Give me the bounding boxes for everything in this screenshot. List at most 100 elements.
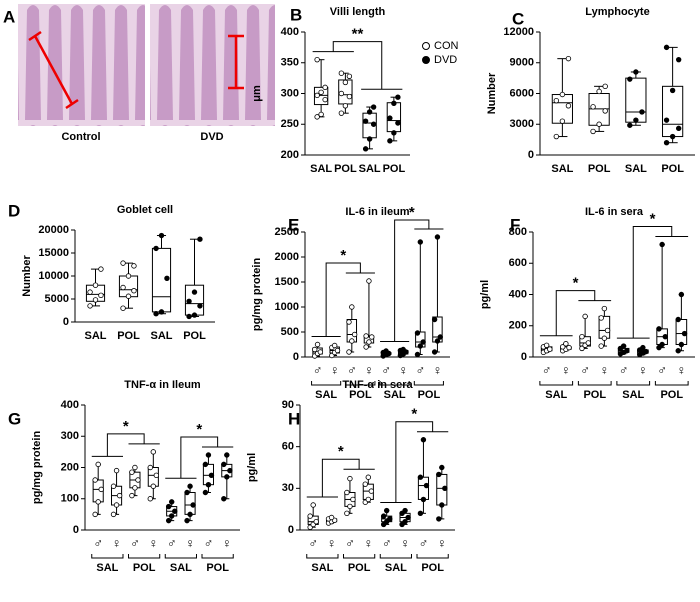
group-bracket [413, 381, 444, 386]
y-tick-label: 1000 [275, 301, 299, 313]
data-point [590, 128, 596, 135]
data-point [95, 461, 101, 468]
x-tick-label: ♀ [364, 362, 374, 377]
data-point [362, 481, 368, 487]
panel-label: F [510, 215, 520, 234]
data-point [370, 121, 377, 127]
data-point [678, 341, 685, 348]
group-bracket [343, 554, 376, 559]
x-tick-label: POL [334, 163, 357, 175]
significance-bracket [91, 433, 160, 457]
y-tick-label: 9000 [510, 57, 534, 69]
data-point [208, 472, 215, 479]
y-tick-label: 600 [509, 257, 527, 269]
data-point [313, 518, 319, 525]
data-point [627, 76, 633, 82]
y-tick-label: 200 [61, 461, 79, 473]
data-point [383, 348, 389, 354]
x-tick-label: SAL [625, 163, 647, 175]
data-point [342, 103, 349, 109]
y-tick-label: 300 [281, 87, 299, 99]
data-point [383, 507, 390, 514]
data-point [110, 483, 117, 489]
significance-label: * [123, 418, 129, 435]
data-point [436, 471, 442, 478]
data-point [395, 120, 401, 126]
significance-bracket [165, 436, 234, 479]
significance-label: * [196, 421, 202, 438]
data-point [402, 518, 408, 525]
data-point [95, 499, 101, 505]
data-point [420, 496, 427, 503]
data-point [559, 344, 566, 350]
data-point [639, 109, 645, 115]
group-bracket [345, 381, 376, 386]
y-tick-label: 0 [528, 149, 534, 161]
data-point [120, 260, 126, 266]
data-point [675, 348, 681, 354]
data-point [132, 485, 138, 491]
data-point [387, 115, 393, 121]
x-tick-label: SAL [85, 330, 107, 342]
data-point [98, 292, 104, 299]
y-axis-label: Number [486, 72, 498, 114]
data-point [675, 316, 681, 323]
panel-label: C [512, 9, 524, 28]
chart-title: Goblet cell [117, 204, 173, 216]
data-point [368, 488, 375, 494]
data-point [596, 121, 602, 127]
data-point [92, 477, 98, 483]
data-point [205, 452, 212, 458]
data-point [601, 335, 608, 341]
x-tick-label: ♀ [600, 362, 610, 377]
data-point [563, 341, 569, 347]
y-tick-label: 300 [61, 430, 79, 442]
data-point [92, 282, 99, 288]
micrograph [18, 4, 145, 126]
y-tick-label: 400 [281, 26, 299, 38]
x-tick-label: ♀ [330, 362, 340, 377]
panel-label: H [288, 409, 300, 428]
data-point [627, 122, 633, 128]
data-point [370, 104, 377, 110]
data-point [344, 489, 350, 496]
data-point [669, 133, 676, 140]
data-point [172, 508, 178, 514]
data-point [633, 69, 639, 75]
group-bracket [577, 381, 612, 386]
data-point [434, 338, 441, 344]
data-point [221, 461, 227, 468]
data-point [346, 319, 352, 325]
data-point [442, 485, 448, 492]
data-point [547, 346, 553, 352]
data-point [380, 513, 387, 519]
group-label: POL [348, 562, 371, 574]
y-tick-label: 15000 [38, 247, 69, 259]
data-point [405, 514, 411, 521]
data-point [543, 342, 550, 348]
data-point [350, 496, 356, 503]
legend-label: CON [434, 40, 459, 52]
x-tick-label: ♂ [313, 362, 323, 377]
data-point [310, 502, 316, 508]
data-point [349, 304, 355, 310]
data-point [675, 56, 682, 63]
data-point [349, 338, 355, 344]
group-label: SAL [545, 389, 567, 401]
data-point [147, 496, 153, 502]
data-point [439, 502, 445, 508]
significance-label: * [409, 204, 415, 221]
box [417, 476, 429, 500]
box [625, 77, 647, 123]
data-point [307, 513, 313, 519]
data-point [129, 492, 135, 499]
y-tick-label: 2500 [275, 226, 299, 238]
data-point [365, 474, 372, 480]
x-tick-label: SAL [359, 163, 381, 175]
y-tick-label: 0 [63, 316, 69, 328]
x-tick-label: POL [183, 330, 206, 342]
data-point [417, 343, 424, 349]
significance-bracket [312, 41, 403, 90]
panel-label: A [3, 7, 15, 26]
x-tick-label: POL [117, 330, 140, 342]
